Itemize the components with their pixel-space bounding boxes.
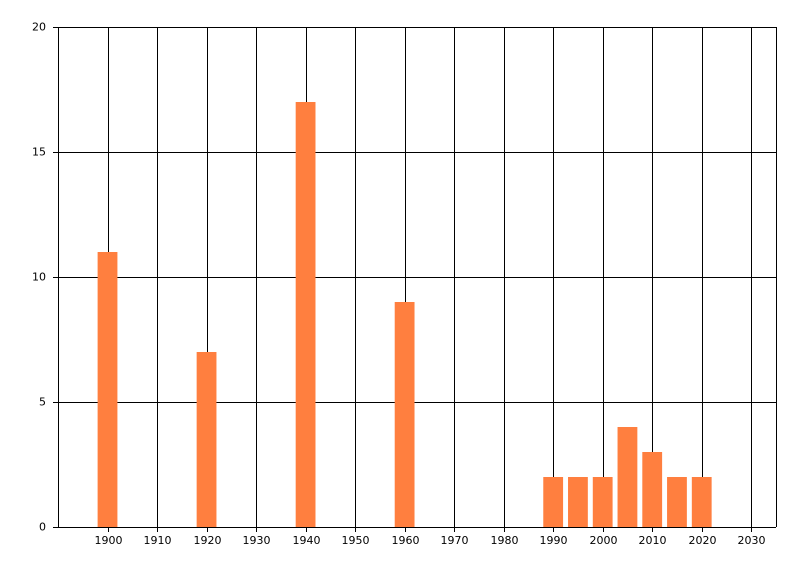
y-tick-label: 15 [32, 146, 46, 159]
bar [691, 477, 712, 527]
bar [667, 477, 687, 527]
x-tick-label: 1980 [491, 534, 519, 547]
x-tick-label: 1950 [342, 534, 370, 547]
x-tick-label: 1910 [144, 534, 172, 547]
x-tick-label: 1970 [441, 534, 469, 547]
bar [568, 477, 588, 527]
y-tick-label: 20 [32, 21, 46, 34]
bar [592, 477, 613, 527]
x-tick-label: 1930 [243, 534, 271, 547]
y-tick-label: 10 [32, 271, 46, 284]
x-tick-label: 2010 [639, 534, 667, 547]
x-tick-label: 1940 [293, 534, 321, 547]
x-tick-label: 1900 [95, 534, 123, 547]
bar [295, 102, 316, 527]
x-tick-label: 2030 [738, 534, 766, 547]
bar [196, 352, 217, 527]
x-tick-label: 1990 [540, 534, 568, 547]
x-tick-label: 2000 [590, 534, 618, 547]
bar [97, 252, 118, 527]
x-tick-label: 2020 [689, 534, 717, 547]
bar [394, 302, 415, 527]
y-tick-label: 0 [39, 521, 46, 534]
bar [543, 477, 564, 527]
bar [617, 427, 638, 527]
bar [642, 452, 663, 527]
x-tick-label: 1960 [392, 534, 420, 547]
y-tick-label: 5 [39, 396, 46, 409]
x-tick-label: 1920 [194, 534, 222, 547]
